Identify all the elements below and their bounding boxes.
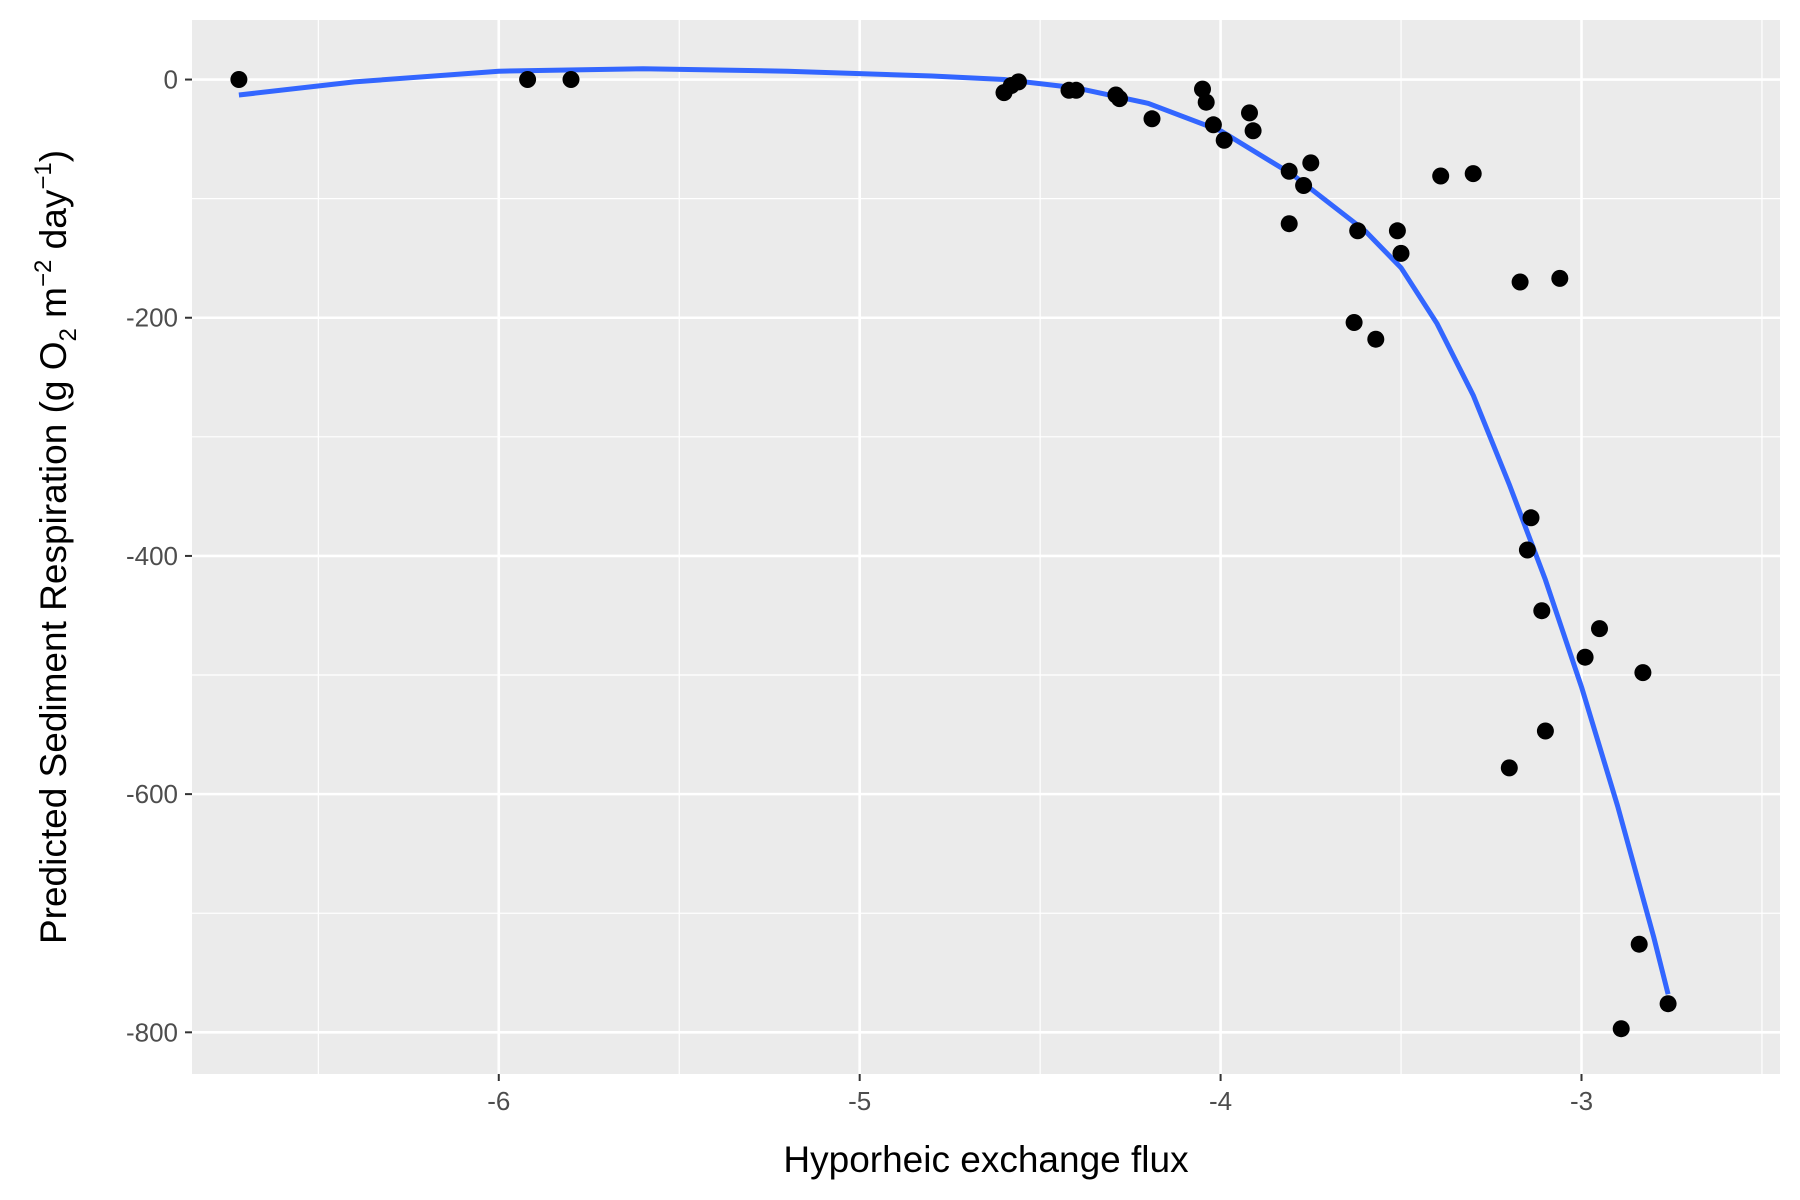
data-point xyxy=(1295,177,1313,194)
data-point xyxy=(1659,995,1677,1013)
y-axis-title-suffix: ) xyxy=(33,150,74,162)
data-point xyxy=(1143,110,1161,128)
x-tick-label: -4 xyxy=(1209,1086,1232,1116)
y-tick-label: -600 xyxy=(126,779,178,809)
y-tick-label: -800 xyxy=(126,1017,178,1047)
data-point xyxy=(1536,722,1554,740)
x-axis-title: Hyporheic exchange flux xyxy=(783,1139,1189,1180)
data-point xyxy=(1464,165,1482,183)
y-axis-title-mid2: day xyxy=(33,189,74,259)
data-point xyxy=(1204,116,1222,134)
data-point xyxy=(1067,81,1085,99)
data-point xyxy=(1518,541,1536,559)
plot-panel xyxy=(192,20,1780,1074)
data-point xyxy=(562,71,580,88)
data-point xyxy=(1392,244,1410,262)
data-point xyxy=(1302,154,1320,172)
data-point xyxy=(1576,648,1594,666)
data-point xyxy=(230,71,248,88)
data-point xyxy=(1345,314,1363,331)
x-tick-label: -3 xyxy=(1570,1086,1593,1116)
y-axis-title-mid: m xyxy=(33,287,74,328)
minor-grid xyxy=(192,20,1780,1074)
y-axis: 0 -200 -400 -600 -800 xyxy=(126,65,192,1047)
data-point xyxy=(1280,215,1298,233)
y-axis-title-sup2: −1 xyxy=(30,162,57,189)
data-point xyxy=(1432,167,1450,185)
data-point xyxy=(1367,330,1385,348)
data-point xyxy=(1522,509,1540,527)
data-point xyxy=(1533,602,1551,620)
data-point xyxy=(1591,620,1608,638)
y-tick-label: -200 xyxy=(126,303,178,333)
x-tick-label: -6 xyxy=(487,1086,510,1116)
data-points xyxy=(230,71,1677,1038)
data-point xyxy=(1197,93,1215,111)
x-axis: -6 -5 -4 -3 xyxy=(487,1074,1593,1116)
data-point xyxy=(1511,273,1529,291)
data-point xyxy=(1215,131,1233,149)
y-tick-label: -400 xyxy=(126,541,178,571)
data-point xyxy=(1612,1020,1630,1038)
y-tick-label: 0 xyxy=(164,65,178,95)
data-point xyxy=(1111,90,1128,108)
data-point xyxy=(1349,222,1367,240)
data-point xyxy=(1388,222,1406,240)
y-axis-title-sub: 2 xyxy=(55,328,82,341)
data-point xyxy=(1634,664,1652,682)
x-tick-label: -5 xyxy=(848,1086,871,1116)
data-point xyxy=(1630,935,1648,953)
y-axis-title-prefix: Predicted Sediment Respiration (g O xyxy=(33,341,74,944)
data-point xyxy=(1010,73,1027,91)
data-point xyxy=(1551,269,1569,287)
data-point xyxy=(1244,122,1262,140)
data-point xyxy=(519,71,537,88)
data-point xyxy=(1194,80,1211,98)
data-point xyxy=(1500,759,1518,777)
y-axis-title: Predicted Sediment Respiration (g O2 m−2… xyxy=(30,150,82,944)
y-axis-title-sup1: −2 xyxy=(30,260,57,287)
data-point xyxy=(1280,162,1298,180)
data-point xyxy=(1241,104,1258,122)
